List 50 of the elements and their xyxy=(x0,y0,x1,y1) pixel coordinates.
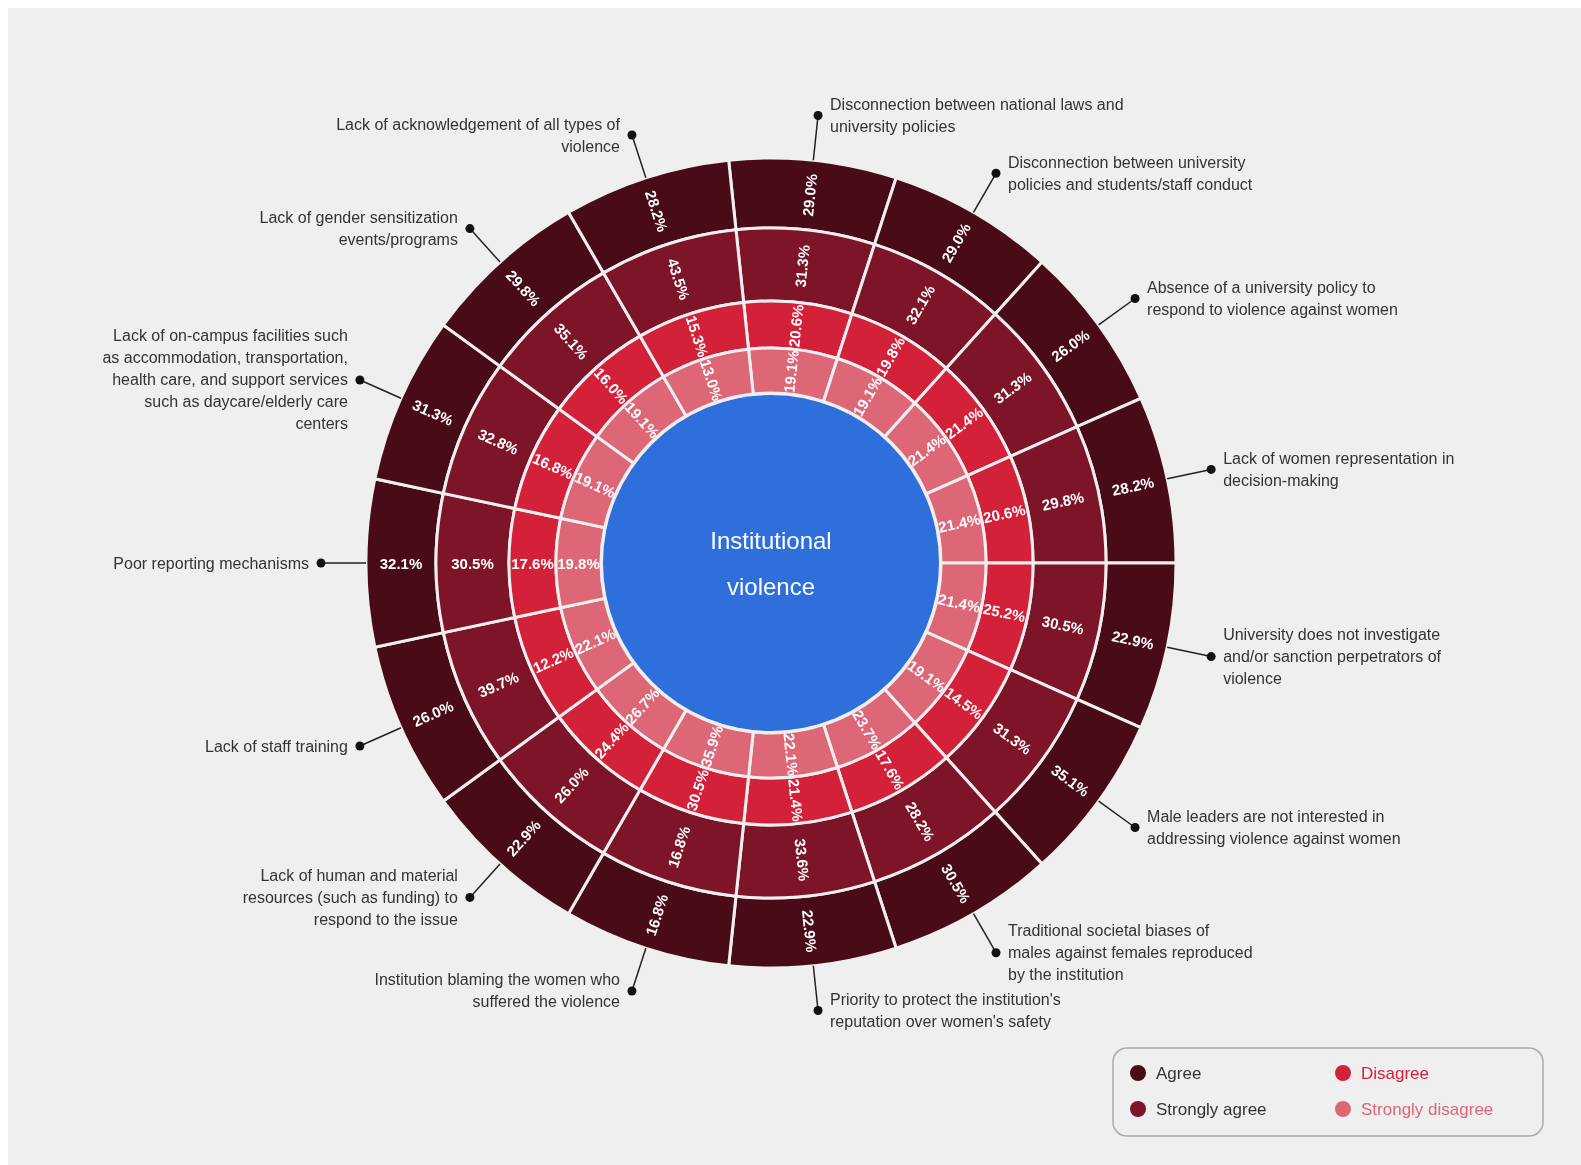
data-label: 19.8% xyxy=(557,554,600,572)
data-label: 16.8% xyxy=(664,824,694,870)
category-label: Disconnection between university policies and students/staff conduct xyxy=(1008,153,1253,193)
category-label: Absence of a university policy to respond to violence against women xyxy=(1147,279,1398,318)
category-label: Disconnection between national laws and university policies xyxy=(830,95,1124,135)
category-label: Lack of human and material resources (such as funding) to respond to the issue xyxy=(242,866,458,928)
data-label: 21.4% xyxy=(936,510,982,536)
data-label: 21.4% xyxy=(936,590,982,616)
text: Institutional violence xyxy=(710,526,832,600)
data-label: 43.5% xyxy=(664,256,694,302)
category-label: Lack of women representation in decision-making xyxy=(1223,449,1455,489)
data-label: 19.1% xyxy=(780,349,802,394)
category-label: Male leaders are not interested in addressing violence against women xyxy=(1147,808,1401,847)
data-label: 22.9% xyxy=(1110,627,1156,653)
data-label: 29.8% xyxy=(1040,488,1086,514)
category-label: Lack of on-campus facilities such as accommodation, transportation, health care, and support services such as daycare/elderly care centers xyxy=(102,327,349,433)
category-label: Institution blaming the women who suffered the violence xyxy=(374,971,621,1011)
legend-label: Agree xyxy=(1156,1063,1202,1083)
data-label: 33.6% xyxy=(791,837,813,882)
data-label: 31.3% xyxy=(791,244,813,289)
category-label: Priority to protect the institution's reputation over women's safety xyxy=(830,991,1061,1031)
data-label: 30.5% xyxy=(1040,612,1086,638)
data-label: 30.5% xyxy=(451,554,494,572)
data-label: 39.7% xyxy=(475,667,522,701)
data-label: 17.6% xyxy=(511,554,554,572)
category-label: Lack of staff training xyxy=(205,737,348,755)
category-label: Traditional societal biases of males against females reproduced by the institution xyxy=(1008,922,1253,984)
category-label: Lack of acknowledgement of all types of violence xyxy=(336,115,621,155)
data-label: 29.0% xyxy=(799,172,821,218)
data-label: 22.1% xyxy=(780,732,802,777)
data-label: 28.2% xyxy=(642,188,672,234)
data-label: 13.0% xyxy=(696,357,727,403)
data-label: 16.8% xyxy=(642,892,672,938)
legend-label: Disagree xyxy=(1361,1063,1430,1083)
legend-label: Strongly disagree xyxy=(1361,1099,1494,1119)
category-label: Lack of gender sensitization events/programs xyxy=(259,209,458,249)
data-label: 28.2% xyxy=(1110,473,1156,499)
data-label: 30.5% xyxy=(682,766,712,813)
data-label: 20.6% xyxy=(981,500,1027,527)
legend-label: Strongly agree xyxy=(1156,1099,1267,1119)
data-label: 19.1% xyxy=(572,468,619,502)
data-label: 22.9% xyxy=(799,908,821,954)
data-label: 35.9% xyxy=(696,723,727,769)
category-label: Poor reporting mechanisms xyxy=(113,554,309,572)
data-label: 20.6% xyxy=(785,303,807,348)
data-label: 15.3% xyxy=(682,313,712,360)
data-label: 21.4% xyxy=(785,778,807,823)
data-label: 32.1% xyxy=(379,554,423,572)
category-label: University does not investigate and/or sanction perpetrators of violence xyxy=(1223,626,1442,688)
data-label: 25.2% xyxy=(981,599,1027,626)
